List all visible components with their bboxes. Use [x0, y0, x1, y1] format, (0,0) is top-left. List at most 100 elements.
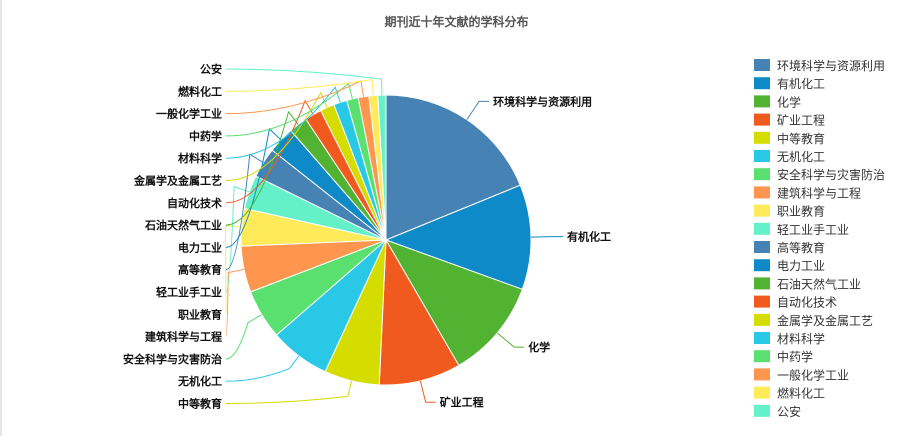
legend-label: 轻工业手工业: [777, 223, 849, 237]
legend-label: 中药学: [777, 349, 813, 364]
legend-swatch: [754, 386, 770, 399]
pie-slice[interactable]: [378, 238, 460, 386]
legend-swatch: [754, 204, 770, 217]
slice-label: 一般化学工业: [156, 107, 222, 121]
leader-line: [225, 153, 264, 271]
legend-label: 高等教育: [777, 240, 825, 255]
legend-label: 金属学及金属工艺: [777, 313, 873, 328]
legend-item[interactable]: 自动化技术: [754, 295, 837, 310]
legend-swatch: [754, 222, 770, 235]
legend-item[interactable]: 轻工业手工业: [754, 222, 849, 237]
leader-line: [225, 355, 300, 382]
leader-line: [225, 185, 250, 293]
legend-item[interactable]: 职业教育: [754, 204, 825, 219]
leader-line: [466, 100, 490, 120]
slice-label: 安全科学与灾害防治: [123, 352, 222, 366]
slice-label: 石油天然气工业: [144, 218, 222, 232]
legend-item[interactable]: 无机化工: [754, 150, 825, 164]
legend-item[interactable]: 一般化学工业: [754, 367, 849, 382]
leader-line: [225, 99, 314, 204]
pie-slice[interactable]: [384, 239, 523, 367]
legend-item[interactable]: 有机化工: [754, 77, 825, 91]
legend-swatch: [754, 131, 770, 144]
leader-line: [225, 86, 341, 159]
legend-item[interactable]: 中药学: [754, 349, 813, 364]
legend-item[interactable]: 高等教育: [754, 240, 825, 255]
legend-item[interactable]: 材料科学: [754, 331, 825, 346]
slice-label: 无机化工: [177, 374, 222, 388]
leader-line: [225, 225, 242, 315]
legend-swatch: [754, 259, 770, 272]
legend[interactable]: 环境科学与资源利用有机化工化学矿业工程中等教育无机化工安全科学与灾害防治建筑科学…: [754, 58, 885, 419]
legend-swatch: [754, 295, 770, 308]
legend-swatch: [754, 350, 770, 363]
slice-label: 金属学及金属工艺: [133, 174, 222, 188]
legend-item[interactable]: 公安: [754, 404, 801, 419]
legend-swatch: [754, 277, 770, 290]
pie-slice[interactable]: [385, 94, 521, 241]
legend-swatch: [754, 368, 770, 381]
legend-label: 燃料化工: [777, 386, 825, 401]
legend-item[interactable]: 燃料化工: [754, 386, 825, 401]
leader-line: [225, 110, 299, 226]
label-leader-lines: [225, 68, 563, 404]
legend-item[interactable]: 环境科学与资源利用: [754, 58, 885, 73]
slice-label: 自动化技术: [167, 196, 222, 210]
legend-swatch: [754, 332, 770, 344]
legend-label: 环境科学与资源利用: [777, 58, 885, 73]
legend-swatch: [754, 186, 770, 199]
legend-item[interactable]: 化学: [754, 94, 801, 109]
legend-swatch: [754, 59, 770, 71]
chart-title: 期刊近十年文献的学科分布: [384, 15, 529, 29]
legend-swatch: [754, 77, 770, 90]
leader-line: [225, 91, 328, 181]
legend-label: 有机化工: [777, 77, 825, 91]
legend-label: 电力工业: [777, 259, 825, 273]
legend-swatch: [754, 404, 770, 417]
slice-label: 有机化工: [567, 230, 611, 244]
pie-slices: [240, 94, 532, 386]
slice-label: 职业教育: [178, 307, 222, 321]
pie-slice[interactable]: [384, 184, 532, 290]
legend-item[interactable]: 石油天然气工业: [754, 276, 861, 291]
leader-line: [530, 236, 563, 238]
legend-item[interactable]: 电力工业: [754, 259, 825, 273]
slice-label: 矿业工程: [440, 395, 484, 409]
leader-line: [225, 80, 364, 115]
slice-label: 中药学: [189, 129, 222, 143]
legend-label: 一般化学工业: [777, 367, 849, 382]
legend-swatch: [754, 313, 770, 326]
slice-label: 材料科学: [178, 151, 222, 165]
slice-label: 环境科学与资源利用: [493, 94, 592, 108]
legend-swatch: [754, 168, 770, 181]
legend-label: 安全科学与灾害防治: [777, 167, 885, 182]
legend-swatch: [754, 95, 770, 108]
legend-swatch: [754, 113, 770, 126]
leader-line: [225, 82, 353, 137]
legend-item[interactable]: 安全科学与灾害防治: [754, 167, 885, 182]
legend-label: 材料科学: [777, 331, 825, 346]
legend-item[interactable]: 金属学及金属工艺: [754, 313, 873, 328]
slice-label: 建筑科学与工程: [145, 330, 222, 344]
slice-label: 燃料化工: [177, 84, 222, 98]
legend-item[interactable]: 矿业工程: [754, 113, 825, 128]
legend-swatch: [754, 150, 770, 162]
legend-item[interactable]: 建筑科学与工程: [754, 185, 861, 200]
slice-label: 高等教育: [178, 263, 222, 277]
legend-label: 建筑科学与工程: [777, 185, 861, 200]
legend-label: 石油天然气工业: [777, 276, 861, 291]
legend-label: 化学: [777, 94, 801, 109]
legend-swatch: [754, 241, 770, 253]
legend-label: 无机化工: [777, 150, 825, 164]
slice-label: 化学: [528, 340, 550, 354]
leader-line: [225, 127, 282, 248]
legend-label: 自动化技术: [777, 296, 837, 310]
leader-line: [225, 68, 383, 96]
legend-item[interactable]: 中等教育: [754, 131, 825, 146]
slice-label: 轻工业手工业: [156, 285, 222, 299]
leader-line: [419, 380, 436, 403]
left-divider: [0, 0, 2, 436]
leader-line: [225, 268, 245, 338]
